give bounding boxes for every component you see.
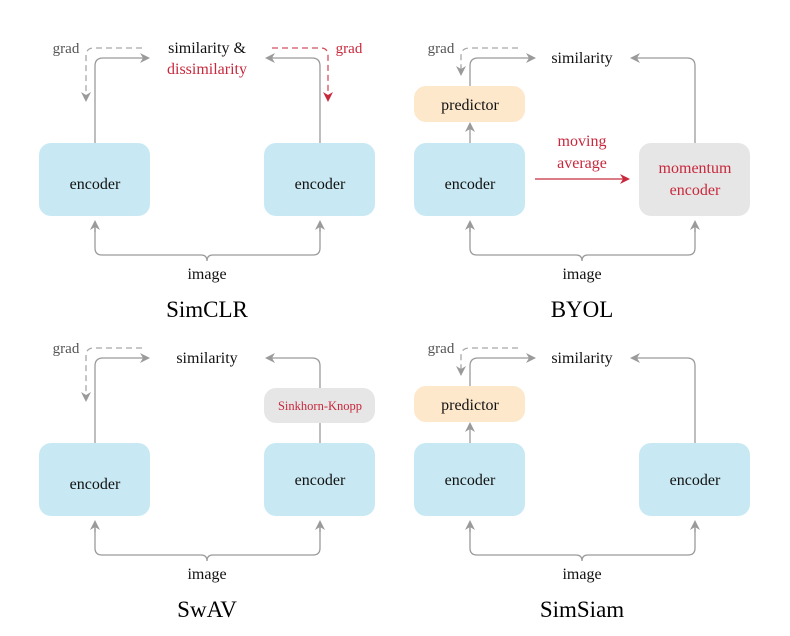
title-simsiam: SimSiam xyxy=(540,597,624,622)
predictor-box xyxy=(414,86,525,122)
image-label: image xyxy=(562,266,601,283)
arrow-predictor-to-similarity xyxy=(469,53,536,86)
encoder-right-box xyxy=(264,143,375,216)
image-brace xyxy=(94,522,321,562)
similarity-label: similarity & xyxy=(168,40,246,57)
arrow-right-to-similarity xyxy=(265,353,321,388)
image-brace xyxy=(94,222,321,262)
image-brace xyxy=(469,222,696,262)
dissimilarity-label: dissimilarity xyxy=(167,61,247,78)
arrow-momentum-to-similarity xyxy=(630,53,696,143)
panel-swav: encoder encoder Sinkhorn-Knopp similarit… xyxy=(39,341,375,622)
grad-arrow xyxy=(456,347,518,376)
panel-byol: predictor encoder momentum encoder simil… xyxy=(414,41,750,322)
momentum-encoder-box xyxy=(639,143,750,216)
grad-left-arrow xyxy=(81,47,142,102)
encoder-right-label: encoder xyxy=(295,176,346,193)
grad-label: grad xyxy=(428,341,455,357)
encoder-right-box xyxy=(264,443,375,516)
momentum-label: momentum xyxy=(659,160,732,177)
grad-left-label: grad xyxy=(53,41,80,57)
image-brace xyxy=(469,522,696,562)
encoder-left-box xyxy=(39,143,150,216)
encoder-left-box xyxy=(39,443,150,516)
arrow-right-to-similarity xyxy=(265,53,321,143)
arrow-right-to-similarity xyxy=(630,353,696,443)
similarity-label: similarity xyxy=(551,350,612,367)
grad-right-arrow xyxy=(272,47,333,102)
arrow-left-to-similarity xyxy=(94,353,150,443)
title-swav: SwAV xyxy=(177,597,237,622)
encoder-left-box xyxy=(414,443,525,516)
encoder-label: encoder xyxy=(445,176,496,193)
image-label: image xyxy=(187,266,226,283)
grad-right-label: grad xyxy=(336,41,363,57)
image-label: image xyxy=(187,566,226,583)
arrow-left-to-similarity xyxy=(94,53,150,143)
momentum-encoder-label: encoder xyxy=(670,182,721,199)
encoder-right-label: encoder xyxy=(295,472,346,489)
encoder-right-label: encoder xyxy=(670,472,721,489)
predictor-label: predictor xyxy=(441,397,499,414)
grad-arrow xyxy=(456,47,518,76)
title-byol: BYOL xyxy=(551,297,614,322)
sinkhorn-knopp-box xyxy=(264,388,375,423)
moving-label: moving xyxy=(558,133,607,150)
similarity-label: similarity xyxy=(551,50,612,67)
panel-simclr: encoder encoder similarity & dissimilari… xyxy=(39,40,375,322)
grad-label: grad xyxy=(53,341,80,357)
encoder-left-label: encoder xyxy=(445,472,496,489)
encoder-box xyxy=(414,143,525,216)
grad-label: grad xyxy=(428,41,455,57)
encoder-left-label: encoder xyxy=(70,176,121,193)
encoder-left-label: encoder xyxy=(70,476,121,493)
average-label: average xyxy=(557,155,607,172)
title-simclr: SimCLR xyxy=(166,297,248,322)
panel-simsiam: predictor encoder encoder similarity gra… xyxy=(414,341,750,622)
predictor-box xyxy=(414,386,525,422)
grad-arrow xyxy=(81,347,142,402)
encoder-right-box xyxy=(639,443,750,516)
similarity-label: similarity xyxy=(176,350,237,367)
image-label: image xyxy=(562,566,601,583)
sinkhorn-knopp-label: Sinkhorn-Knopp xyxy=(278,399,362,413)
arrow-predictor-to-similarity xyxy=(469,353,536,386)
predictor-label: predictor xyxy=(441,97,499,114)
